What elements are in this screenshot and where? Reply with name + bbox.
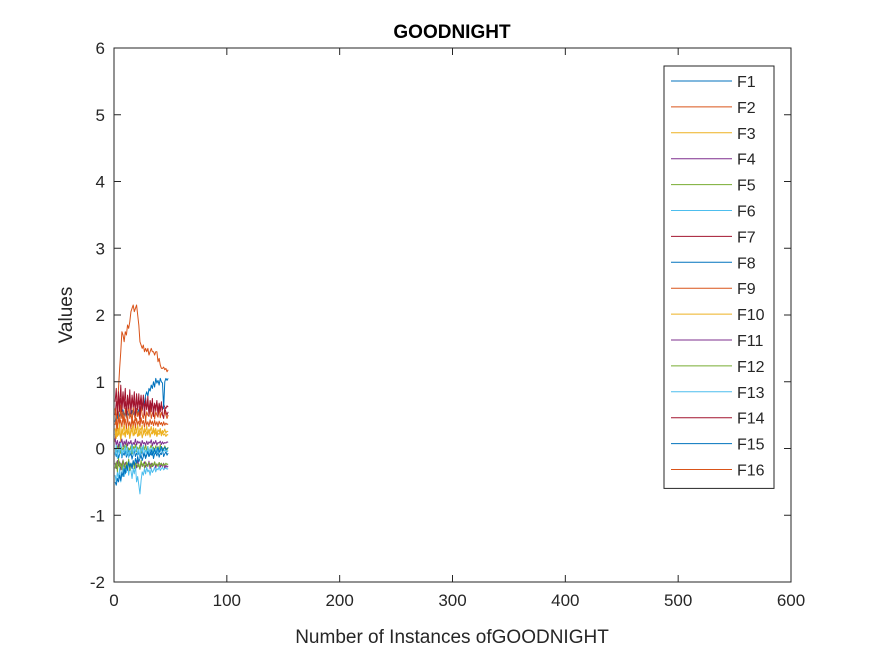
- series-line-f16: [114, 414, 169, 429]
- y-tick-label: -2: [90, 573, 105, 592]
- chart-title: GOODNIGHT: [393, 22, 511, 43]
- x-tick-label: 0: [109, 591, 118, 610]
- series-line-f6: [114, 462, 169, 495]
- legend-label-f8: F8: [737, 255, 756, 272]
- legend-label-f10: F10: [737, 307, 765, 324]
- series-line-f13: [114, 442, 169, 460]
- x-tick-label: 300: [438, 591, 466, 610]
- legend-label-f11: F11: [737, 333, 763, 350]
- x-tick-label: 200: [325, 591, 353, 610]
- legend-label-f15: F15: [737, 437, 765, 454]
- series-line-f12: [114, 458, 169, 473]
- legend-label-f9: F9: [737, 281, 756, 298]
- legend-label-f16: F16: [737, 463, 765, 480]
- x-tick-label: 100: [213, 591, 241, 610]
- legend-label-f3: F3: [737, 126, 756, 143]
- series-layer: [114, 304, 169, 495]
- y-tick-label: 4: [96, 173, 105, 192]
- legend-label-f12: F12: [737, 359, 765, 376]
- x-tick-label: 400: [551, 591, 579, 610]
- legend-label-f14: F14: [737, 411, 765, 428]
- y-tick-label: 6: [96, 39, 105, 58]
- legend-label-f7: F7: [737, 229, 756, 246]
- series-line-f3: [114, 427, 169, 439]
- legend: F1 F2 F3 F4 F5 F6 F7 F8 F9 F10 F11 F12 F13 F14 F15 F16: [663, 65, 775, 489]
- legend-label-f1: F1: [737, 74, 756, 91]
- axes-layer: 0 100 200 300 400 500 600 -2 -1 0 1 2 3 4 5 6: [90, 39, 805, 610]
- legend-label-f13: F13: [737, 385, 765, 402]
- x-tick-label: 500: [664, 591, 692, 610]
- x-tick-label: 600: [777, 591, 805, 610]
- y-tick-label: -1: [90, 506, 105, 525]
- y-tick-label: 5: [96, 106, 105, 125]
- legend-label-f5: F5: [737, 178, 756, 195]
- series-line-f15: [114, 446, 169, 486]
- y-tick-label: 0: [96, 440, 105, 459]
- y-tick-label: 1: [96, 373, 105, 392]
- legend-label-f4: F4: [737, 152, 756, 169]
- series-line-f14: [114, 384, 169, 419]
- x-axis-label: Number of Instances ofGOODNIGHT: [295, 627, 609, 648]
- y-tick-label: 2: [96, 306, 105, 325]
- legend-label-f6: F6: [737, 204, 756, 221]
- series-line-f11: [114, 438, 169, 448]
- y-axis-label: Values: [56, 287, 77, 344]
- series-line-f2: [114, 304, 169, 442]
- legend-label-f2: F2: [737, 100, 756, 117]
- y-tick-label: 3: [96, 239, 105, 258]
